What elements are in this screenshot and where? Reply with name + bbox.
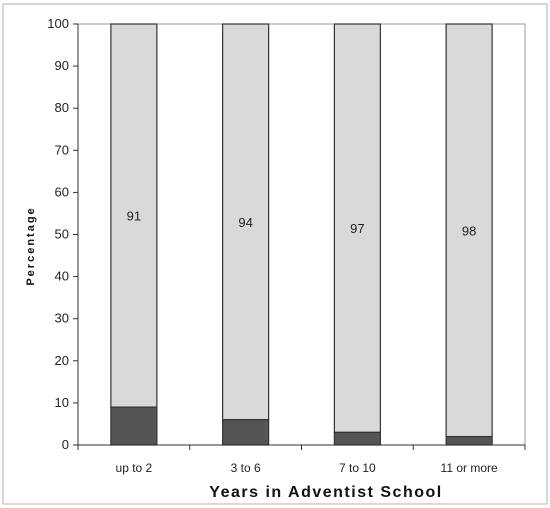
bar-segment-bottom <box>445 435 493 446</box>
y-tick-label: 60 <box>55 184 69 199</box>
bar-segment-bottom <box>222 419 270 446</box>
labels: 91 9 up to 2 94 6 3 to 6 97 7 to 10 98 11 or more <box>116 209 498 475</box>
x-tick-label: up to 2 <box>116 461 153 475</box>
bar-segment-bottom <box>333 431 381 446</box>
axes: 0 10 20 30 40 50 60 70 80 90 100 <box>47 16 526 452</box>
x-tick-label: 7 to 10 <box>339 461 376 475</box>
y-tick-label: 20 <box>55 353 69 368</box>
x-axis-title: Years in Adventist School <box>209 484 442 501</box>
y-tick-label: 10 <box>55 395 69 410</box>
y-tick-label: 70 <box>55 142 69 157</box>
y-tick-label: 30 <box>55 311 69 326</box>
x-tick-label: 3 to 6 <box>231 461 261 475</box>
outer-border <box>2 3 548 505</box>
x-tick-label: 11 or more <box>441 461 498 475</box>
data-label-top: 97 <box>350 221 364 236</box>
y-axis-title: Percentage <box>25 206 37 285</box>
y-tick-label: 0 <box>62 437 69 452</box>
y-tick-label: 100 <box>47 16 69 31</box>
y-tick-label: 50 <box>55 227 69 242</box>
data-label-top: 98 <box>462 223 476 238</box>
bar-segment-top <box>445 23 493 438</box>
data-label-top: 91 <box>127 209 141 224</box>
bar-segment-top <box>110 23 158 408</box>
data-label-top: 94 <box>238 215 252 230</box>
data-label-bottom: 6 <box>242 426 249 440</box>
bar-segment-top <box>333 23 381 433</box>
bars <box>110 23 493 446</box>
y-tick-label: 90 <box>55 58 69 73</box>
y-tick-label: 40 <box>55 269 69 284</box>
data-label-bottom: 9 <box>131 420 138 434</box>
bar-segment-bottom <box>110 406 158 446</box>
y-tick-label: 80 <box>55 100 69 115</box>
